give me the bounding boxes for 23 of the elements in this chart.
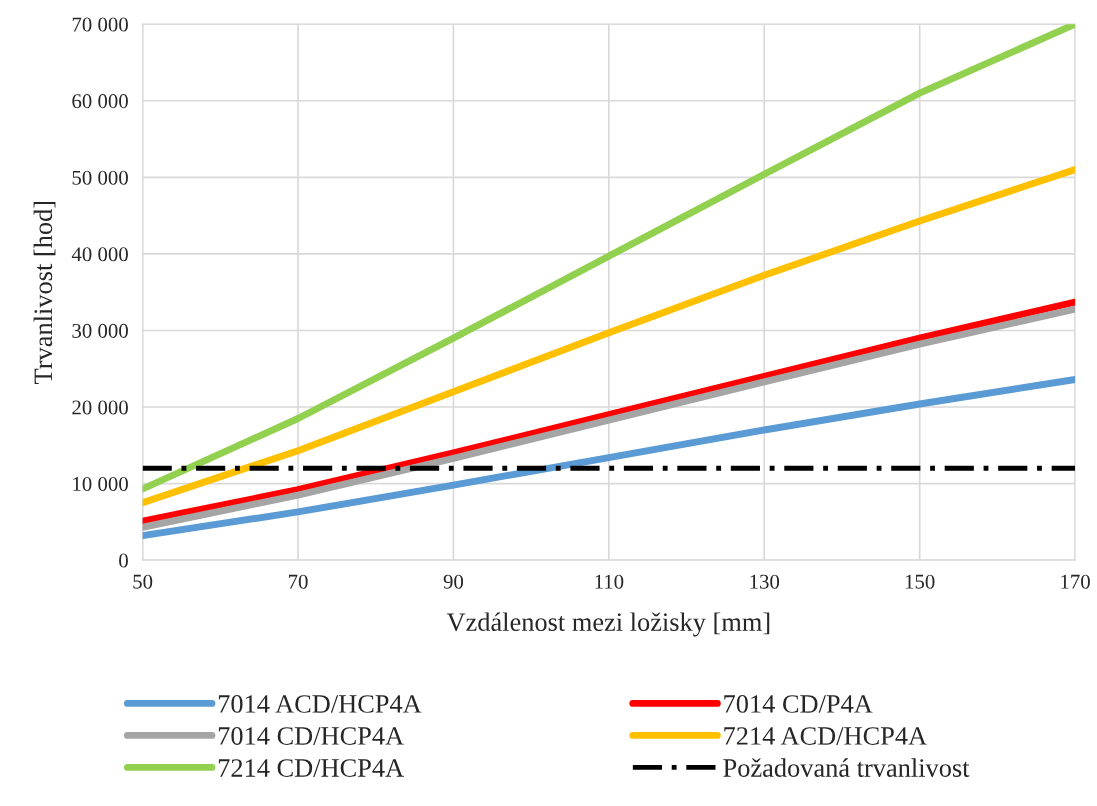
legend-label: 7014 CD/HCP4A [218, 727, 404, 745]
legend-label: 7014 CD/P4A [724, 695, 873, 713]
y-tick-label: 30 000 [72, 323, 128, 338]
y-tick-label: 20 000 [72, 400, 128, 415]
y-tick-label: 0 [119, 553, 128, 568]
y-tick-label: 60 000 [72, 94, 128, 109]
x-tick-label: 50 [133, 574, 153, 589]
y-tick-label: 50 000 [72, 170, 128, 185]
legend-label: 7214 CD/HCP4A [218, 759, 404, 777]
x-tick-label: 170 [1061, 574, 1090, 589]
x-tick-label: 110 [595, 574, 624, 589]
legend-label: 7014 ACD/HCP4A [218, 695, 422, 713]
legend-label: 7214 ACD/HCP4A [724, 727, 927, 745]
y-axis-title: Trvanlivost [hod] [33, 201, 56, 384]
x-tick-label: 90 [443, 574, 464, 589]
legend-label: Požadovaná trvanlivost [723, 758, 970, 777]
y-tick-label: 40 000 [71, 247, 128, 262]
x-axis-title: Vzdálenost mezi ložisky [mm] [446, 612, 770, 637]
y-tick-label: 10 000 [73, 476, 128, 492]
x-tick-label: 70 [288, 574, 308, 589]
y-tick-label: 70 000 [72, 17, 128, 32]
x-tick-label: 130 [750, 574, 780, 589]
x-tick-label: 150 [905, 574, 935, 589]
